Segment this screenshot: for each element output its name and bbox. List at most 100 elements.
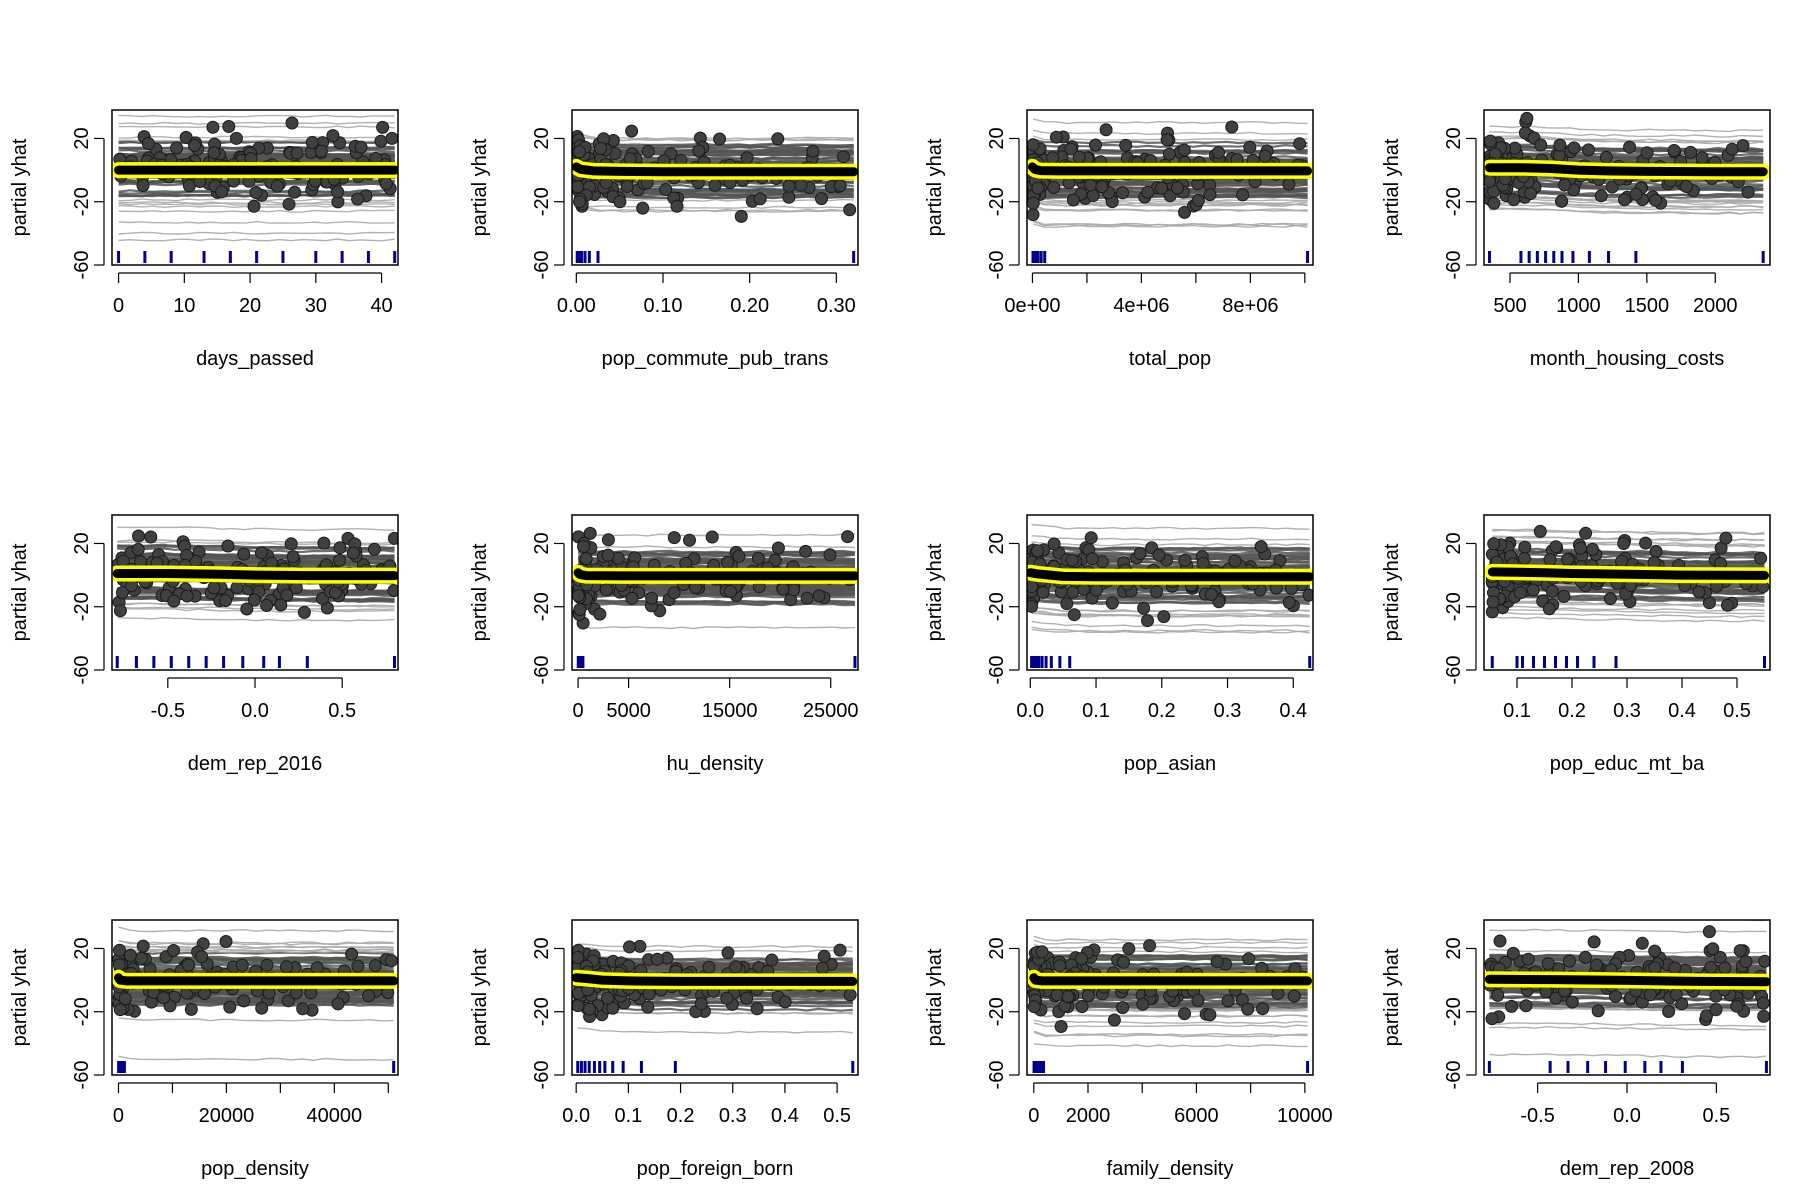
data-point: [1615, 554, 1629, 568]
data-point: [1046, 151, 1060, 165]
data-point: [1236, 188, 1250, 202]
data-point: [157, 991, 171, 1005]
y-tick-label: -20: [1443, 997, 1465, 1026]
ice-curve: [1031, 628, 1310, 634]
x-tick-label: 0.0: [1016, 700, 1044, 722]
plot-frame: [111, 109, 399, 266]
data-point: [1116, 186, 1129, 200]
data-point: [806, 144, 820, 158]
data-point: [799, 544, 813, 558]
ice-curve: [117, 616, 395, 622]
data-point: [1031, 544, 1045, 558]
ice-curve: [1032, 141, 1308, 149]
data-point: [1085, 552, 1099, 566]
data-point: [1122, 942, 1136, 956]
ice-curve: [118, 1055, 394, 1062]
ice-panel-pop_commute_pub_trans: 0.00 0.10 0.20 0.30 -60 -20 20 pop_commute_pub_…: [469, 109, 859, 370]
ice-curve: [118, 139, 395, 143]
plot-area: [1027, 523, 1313, 634]
data-point: [131, 542, 145, 556]
x-axis-title: family_density: [1107, 1158, 1234, 1180]
x-tick-label: 8e+06: [1222, 295, 1278, 317]
data-point: [274, 598, 288, 612]
data-point: [376, 120, 390, 134]
data-point: [1035, 945, 1049, 959]
data-point: [1649, 545, 1663, 558]
data-point: [1541, 957, 1555, 971]
plot-frame: [571, 919, 859, 1076]
data-point: [1086, 189, 1100, 203]
data-point: [206, 120, 220, 134]
ice-curve: [118, 114, 395, 118]
x-tick-label: 0.4: [1279, 700, 1307, 722]
data-point: [1709, 1003, 1723, 1017]
data-point: [692, 144, 706, 158]
y-tick-label: -20: [1443, 187, 1465, 216]
plot-area: [1484, 920, 1770, 1059]
data-point: [249, 186, 263, 199]
data-point: [354, 140, 368, 154]
data-point: [601, 533, 615, 547]
data-point: [1027, 599, 1039, 613]
y-tick-label: -20: [531, 187, 553, 216]
data-point: [573, 195, 586, 209]
ice-curve: [578, 623, 856, 630]
ice-curve: [1489, 1025, 1767, 1031]
data-point: [1574, 541, 1587, 555]
data-point: [1578, 950, 1592, 964]
data-point: [385, 131, 398, 145]
data-point: [625, 124, 639, 138]
x-tick-label: 0e+00: [1004, 295, 1060, 317]
y-tick-label: 20: [1443, 127, 1465, 149]
data-point: [1542, 602, 1556, 616]
data-point: [1256, 1002, 1270, 1016]
data-point: [1241, 1002, 1255, 1016]
data-point: [1603, 592, 1617, 606]
data-point: [222, 120, 236, 133]
data-point: [1155, 181, 1169, 195]
data-point: [1047, 181, 1061, 194]
data-point: [1721, 598, 1734, 612]
data-point: [136, 939, 150, 953]
data-point: [1591, 1004, 1605, 1018]
data-point: [1067, 608, 1081, 622]
data-point: [1117, 955, 1130, 969]
data-point: [207, 581, 221, 595]
plot-area: [1484, 111, 1770, 215]
data-point: [285, 116, 299, 130]
data-point: [1212, 146, 1225, 159]
data-point: [1736, 139, 1750, 153]
y-tick-label: 20: [71, 937, 93, 959]
data-point: [255, 1001, 269, 1015]
data-point: [1706, 942, 1720, 956]
y-axis-title: partial yhat: [1381, 543, 1403, 641]
data-point: [188, 139, 201, 152]
data-point: [1090, 583, 1103, 597]
ice-curve: [118, 1017, 394, 1022]
data-point: [620, 180, 634, 193]
ice-panel-pop_density: 0 20000 40000 -60 -20 20 pop_density partial yh…: [9, 919, 399, 1180]
plot-area: [1027, 118, 1313, 229]
data-point: [713, 132, 727, 146]
data-point: [1302, 588, 1313, 602]
data-point: [1099, 123, 1113, 137]
data-point: [659, 183, 673, 196]
data-point: [379, 177, 393, 191]
data-point: [367, 542, 381, 556]
ice-curve: [1033, 1019, 1308, 1025]
data-point: [1579, 526, 1593, 540]
x-tick-label: 0.20: [730, 295, 769, 317]
ice-curve: [1032, 223, 1308, 229]
data-point: [113, 1003, 127, 1017]
plot-area: [1027, 935, 1313, 1048]
data-point: [579, 552, 593, 566]
data-point: [237, 994, 251, 1008]
data-point: [613, 195, 627, 209]
plot-area: [112, 926, 398, 1062]
y-tick-label: -20: [986, 997, 1008, 1026]
data-point: [1590, 958, 1603, 972]
x-tick-label: 10: [173, 295, 195, 317]
ice-curve: [118, 940, 394, 945]
data-point: [1204, 588, 1218, 601]
data-point: [221, 539, 235, 553]
